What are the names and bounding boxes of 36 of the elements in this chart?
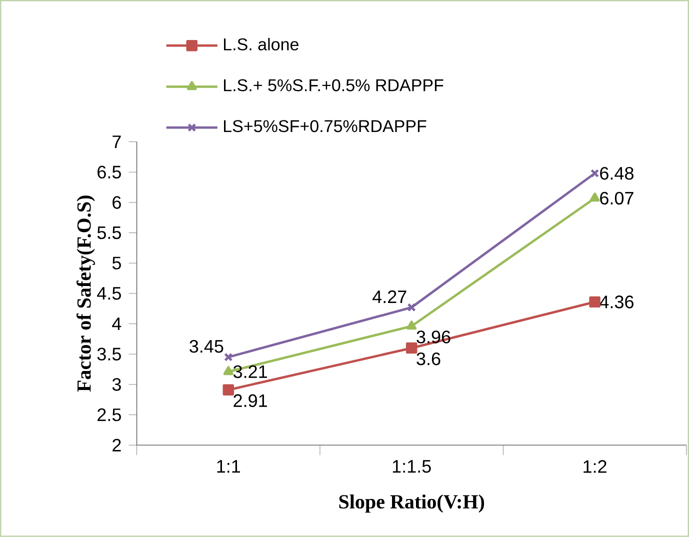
y-tick-label: 4.5 — [97, 287, 121, 300]
x-tick-label: 1:2 — [584, 460, 606, 473]
y-tick-label: 3 — [112, 378, 121, 391]
y-tick-label: 7 — [112, 136, 121, 148]
x-axis-title: Slope Ratio(V:H) — [339, 494, 484, 513]
point — [223, 366, 234, 376]
y-tick-label: 5.5 — [97, 226, 121, 240]
data-label: 6.07 — [600, 192, 634, 205]
data-label: 4.36 — [600, 296, 634, 308]
data-label: 6.48 — [600, 167, 634, 180]
legend-label: L.S.+ 5%S.F.+0.5% RDAPPF — [224, 79, 444, 92]
y-tick-label: 2.5 — [98, 408, 121, 422]
y-tick-label: 3.5 — [97, 348, 121, 361]
point — [590, 192, 600, 202]
data-label: 3.21 — [233, 365, 267, 378]
data-label: 3.6 — [416, 352, 440, 366]
point — [406, 320, 417, 330]
y-tick-label: 6 — [112, 196, 121, 209]
point — [589, 296, 600, 308]
x-tick-label: 1:1 — [217, 460, 240, 473]
data-label: 3.45 — [190, 340, 224, 353]
point — [222, 384, 234, 396]
x-tick-label: 1:1.5 — [392, 460, 431, 473]
point — [407, 303, 416, 312]
y-tick-label: 5 — [112, 256, 121, 270]
legend-label: LS+5%SF+0.75%RDAPPF — [224, 120, 426, 132]
point — [406, 342, 418, 354]
data-label: 4.27 — [372, 290, 406, 304]
point — [590, 169, 600, 178]
data-label: 3.96 — [416, 330, 450, 344]
legend-label: L.S. alone — [224, 38, 298, 50]
y-tick-label: 6.5 — [98, 166, 121, 179]
y-tick-label: 4 — [112, 318, 122, 330]
y-tick-label: 2 — [112, 438, 121, 452]
y-axis-title: Factor of Safety(F.O.S) — [76, 196, 95, 392]
data-label: 2.91 — [234, 394, 267, 408]
